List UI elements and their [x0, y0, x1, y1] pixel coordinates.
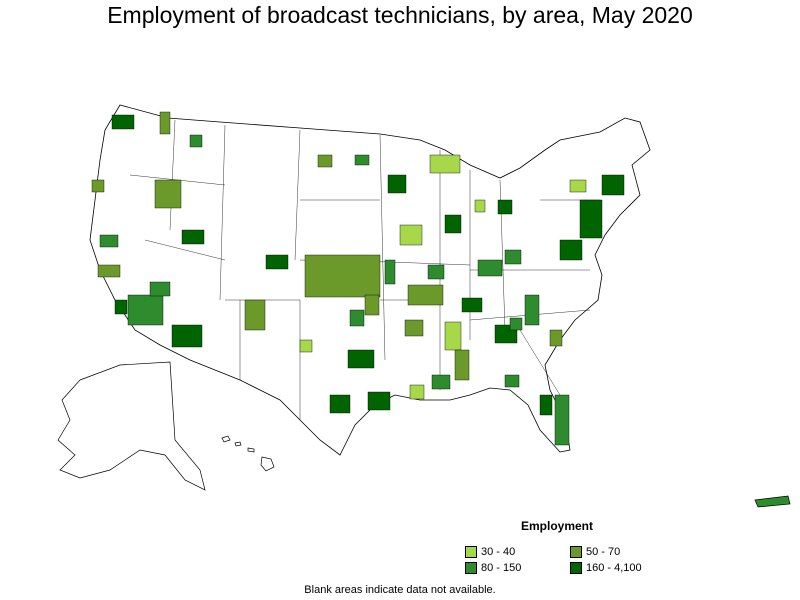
legend-item-30-40: 30 - 40 [465, 546, 515, 558]
hawaii-outline [221, 435, 275, 472]
legend-swatch [570, 562, 582, 574]
metro-areas [91, 111, 625, 446]
legend-label: 30 - 40 [481, 546, 516, 558]
legend-item-50-70: 50 - 70 [570, 546, 620, 558]
legend-label: 50 - 70 [586, 546, 621, 558]
legend-swatch [570, 546, 582, 558]
legend-title: Employment [521, 519, 594, 533]
legend-swatch [465, 562, 477, 574]
map-title: Employment of broadcast technicians, by … [107, 2, 693, 28]
legend-item-160-4100: 160 - 4,100 [570, 562, 642, 574]
puerto-rico-outline [754, 495, 791, 508]
footnote: Blank areas indicate data not available. [304, 584, 496, 596]
legend-label: 160 - 4,100 [586, 562, 642, 574]
legend-swatch [465, 546, 477, 558]
legend-label: 80 - 150 [481, 562, 522, 574]
legend-item-80-150: 80 - 150 [465, 562, 521, 574]
alaska-outline [57, 361, 206, 491]
